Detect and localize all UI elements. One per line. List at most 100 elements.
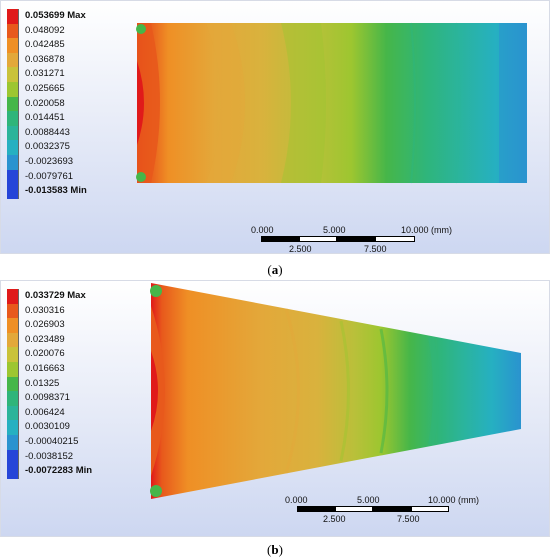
corner-hotspot-a-top bbox=[136, 24, 146, 34]
model-a-edge-right bbox=[499, 23, 527, 183]
legend-b: 0.033729 Max 0.030316 0.026903 0.023489 0.02… bbox=[7, 289, 127, 479]
legend-row: -0.0072283 Min bbox=[7, 464, 127, 479]
legend-swatch bbox=[7, 67, 19, 82]
scale-a-seg-1 bbox=[261, 236, 299, 242]
legend-swatch bbox=[7, 332, 19, 348]
legend-value: 0.053699 Max bbox=[25, 10, 86, 21]
legend-row: 0.01325 bbox=[7, 376, 127, 392]
legend-swatch bbox=[7, 52, 19, 68]
legend-swatch bbox=[7, 154, 19, 170]
legend-value: 0.025665 bbox=[25, 82, 65, 94]
panel-b: 0.033729 Max 0.030316 0.026903 0.023489 0.02… bbox=[0, 280, 550, 537]
legend-swatch bbox=[7, 361, 19, 377]
legend-value: 0.030316 bbox=[25, 304, 65, 316]
legend-row: -0.0038152 bbox=[7, 449, 127, 465]
scale-b-label-5: 5.000 bbox=[357, 495, 380, 505]
scale-b-seg-4 bbox=[411, 506, 449, 512]
contour-band-b-3 bbox=[284, 308, 300, 474]
scale-b-label-7-5: 7.500 bbox=[397, 514, 420, 524]
scale-bar-b: 0.000 5.000 10.000 (mm) 2.500 7.500 bbox=[285, 495, 485, 525]
scale-a-label-2-5: 2.500 bbox=[289, 244, 312, 254]
legend-row: 0.020058 bbox=[7, 96, 127, 112]
legend-row: 0.0098371 bbox=[7, 391, 127, 406]
legend-value: 0.033729 Max bbox=[25, 290, 86, 301]
legend-swatch bbox=[7, 434, 19, 450]
legend-value: -0.0038152 bbox=[25, 450, 74, 462]
scale-b-seg-1 bbox=[297, 506, 335, 512]
legend-swatch bbox=[7, 125, 19, 141]
legend-row: 0.0088443 bbox=[7, 125, 127, 141]
legend-row: 0.0030109 bbox=[7, 420, 127, 435]
legend-swatch bbox=[7, 140, 19, 155]
contour-band-a-2 bbox=[137, 61, 144, 145]
contour-plot-a bbox=[136, 22, 527, 184]
legend-value: 0.031271 bbox=[25, 68, 65, 80]
legend-swatch bbox=[7, 169, 19, 185]
contour-plot-b bbox=[150, 283, 521, 499]
contour-band-a-5 bbox=[410, 22, 416, 184]
scale-a-label-5: 5.000 bbox=[323, 225, 346, 235]
scale-b-label-0: 0.000 bbox=[285, 495, 308, 505]
legend-value: 0.0032375 bbox=[25, 141, 70, 153]
corner-hotspot-b-bottom bbox=[150, 485, 162, 497]
caption-a: (a) bbox=[267, 262, 283, 277]
model-b-body bbox=[151, 283, 521, 499]
legend-value: 0.048092 bbox=[25, 24, 65, 36]
legend-row: 0.025665 bbox=[7, 81, 127, 97]
legend-row: 0.016663 bbox=[7, 361, 127, 377]
legend-value: 0.016663 bbox=[25, 362, 65, 374]
scale-a-seg-4 bbox=[375, 236, 415, 242]
contour-band-a-6 bbox=[455, 22, 461, 184]
model-a-body bbox=[137, 23, 527, 183]
legend-value: -0.013583 Min bbox=[25, 185, 87, 197]
legend-swatch bbox=[7, 23, 19, 39]
legend-value: 0.026903 bbox=[25, 319, 65, 331]
legend-value: -0.0072283 Min bbox=[25, 465, 93, 477]
legend-row: 0.030316 bbox=[7, 303, 127, 319]
legend-value: 0.014451 bbox=[25, 112, 65, 124]
legend-swatch bbox=[7, 405, 19, 421]
legend-value: 0.020076 bbox=[25, 348, 65, 360]
legend-row: 0.053699 Max bbox=[7, 9, 127, 24]
legend-value: 0.023489 bbox=[25, 333, 65, 345]
legend-value: -0.0023693 bbox=[25, 155, 74, 167]
legend-row: 0.0032375 bbox=[7, 140, 127, 155]
legend-value: 0.036878 bbox=[25, 53, 65, 65]
legend-swatch bbox=[7, 318, 19, 333]
legend-swatch bbox=[7, 303, 19, 319]
corner-hotspot-a-bottom bbox=[136, 172, 146, 182]
legend-row: 0.033729 Max bbox=[7, 289, 127, 304]
legend-row: -0.0079761 bbox=[7, 169, 127, 185]
legend-swatch bbox=[7, 391, 19, 406]
legend-value: 0.0098371 bbox=[25, 392, 70, 404]
scale-a-label-7-5: 7.500 bbox=[364, 244, 387, 254]
legend-row: -0.013583 Min bbox=[7, 184, 127, 199]
legend-value: -0.00040215 bbox=[25, 435, 79, 447]
contour-band-a-1 bbox=[137, 23, 160, 183]
legend-value: 0.01325 bbox=[25, 377, 60, 389]
scale-a-label-0: 0.000 bbox=[251, 225, 274, 235]
legend-value: 0.0088443 bbox=[25, 126, 70, 138]
legend-row: 0.042485 bbox=[7, 38, 127, 53]
legend-swatch bbox=[7, 38, 19, 53]
legend-row: 0.036878 bbox=[7, 52, 127, 68]
scale-b-label-2-5: 2.500 bbox=[323, 514, 346, 524]
scale-a-label-10: 10.000 (mm) bbox=[401, 225, 453, 235]
scale-b-label-10: 10.000 (mm) bbox=[428, 495, 480, 505]
legend-value: 0.006424 bbox=[25, 406, 65, 418]
scale-a-seg-2 bbox=[299, 236, 337, 242]
contour-band-a-3 bbox=[206, 23, 245, 183]
legend-row: -0.00040215 bbox=[7, 434, 127, 450]
caption-b: (b) bbox=[267, 542, 283, 557]
contour-band-b-6 bbox=[428, 336, 439, 446]
scale-bar-a: 0.000 5.000 10.000 (mm) 2.500 7.500 bbox=[251, 225, 453, 255]
contour-band-a-4 bbox=[281, 23, 326, 183]
scale-b-seg-2 bbox=[335, 506, 373, 512]
legend-row: 0.026903 bbox=[7, 318, 127, 333]
legend-row: 0.020076 bbox=[7, 347, 127, 362]
legend-row: 0.031271 bbox=[7, 67, 127, 82]
contour-band-b-5 bbox=[379, 328, 389, 454]
legend-swatch bbox=[7, 289, 19, 304]
contour-band-b-4 bbox=[339, 320, 350, 462]
legend-value: -0.0079761 bbox=[25, 170, 74, 182]
